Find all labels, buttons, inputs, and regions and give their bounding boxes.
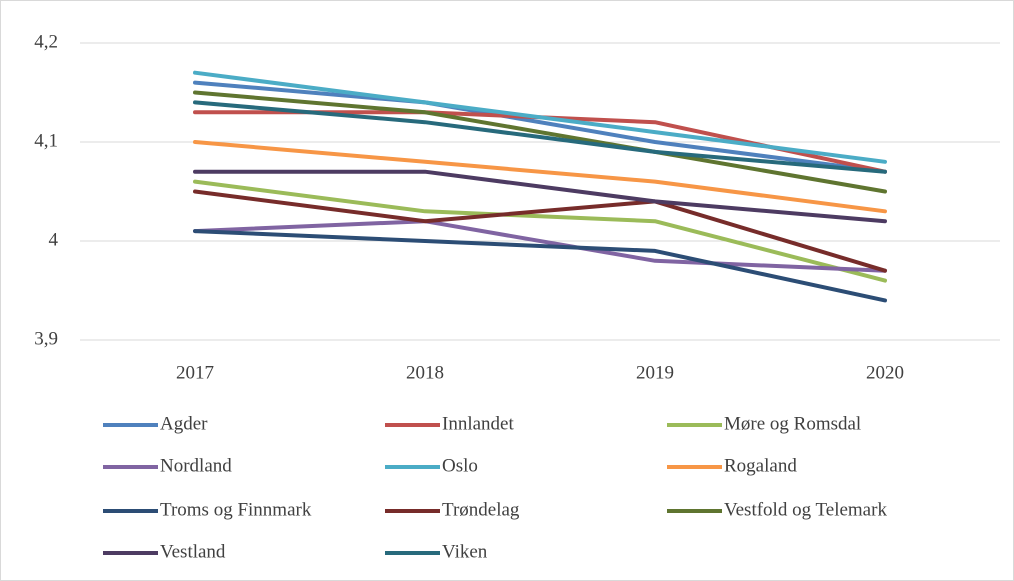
series-line [193,90,887,194]
legend-label: Viken [442,541,488,562]
x-tick-label: 2018 [406,362,444,383]
x-tick-label: 2017 [176,362,214,383]
legend-label: Rogaland [724,455,797,476]
y-tick-label: 4,2 [34,31,58,52]
legend-label: Trøndelag [442,499,520,520]
legend-label: Nordland [160,455,232,476]
legend-label: Møre og Romsdal [724,413,861,434]
series-line [193,140,887,214]
legend-label: Agder [160,413,208,434]
y-tick-label: 3,9 [34,328,58,349]
x-tick-label: 2019 [636,362,674,383]
series-line [193,100,887,174]
series-line [193,189,887,273]
legend-label: Oslo [442,455,478,476]
y-tick-label: 4,1 [34,130,58,151]
series-line [193,70,887,164]
legend-label: Vestland [160,541,226,562]
legend-label: Vestfold og Telemark [724,499,887,520]
y-tick-label: 4 [49,229,59,250]
series-line [193,169,887,224]
series-line [193,80,887,174]
legend-label: Innlandet [442,413,514,434]
series-line [193,229,887,303]
x-tick-label: 2020 [866,362,904,383]
series-line [193,219,887,273]
legend-label: Troms og Finnmark [160,499,312,520]
series-line [193,179,887,283]
